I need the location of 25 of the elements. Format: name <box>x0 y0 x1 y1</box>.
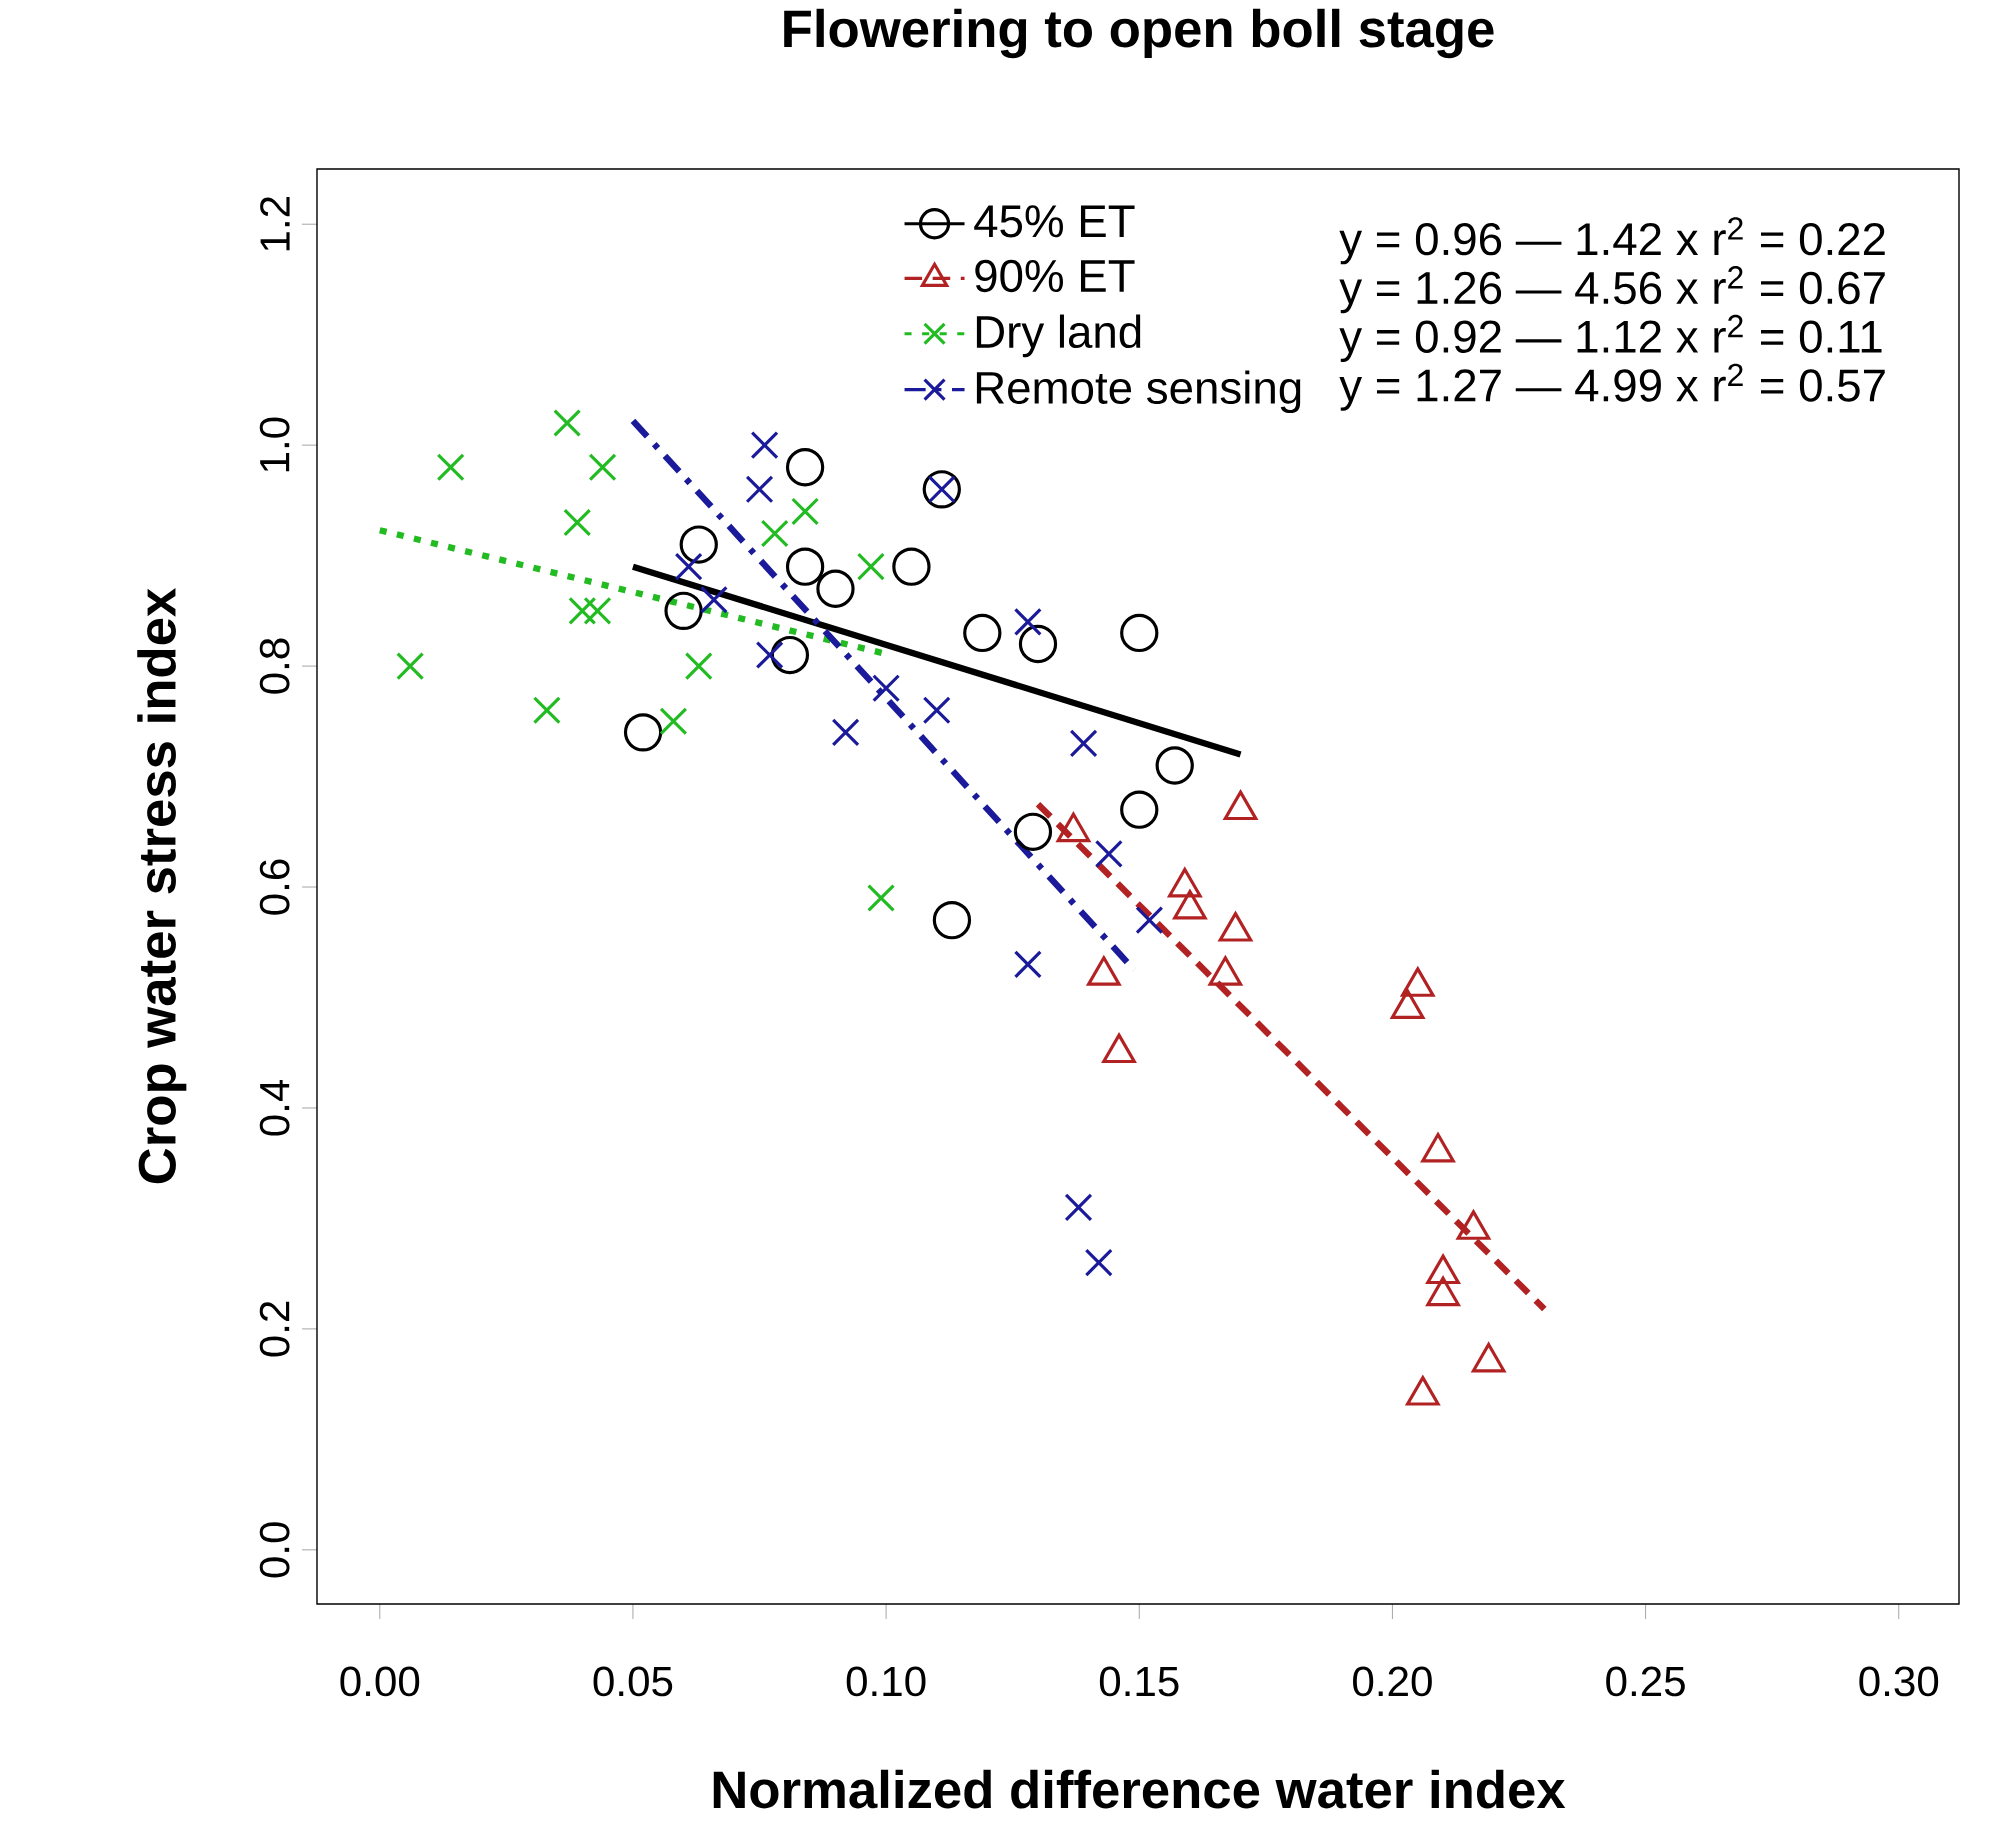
y-tick-label: 0.4 <box>259 1079 290 1136</box>
legend-label: 90% ET <box>975 259 1135 293</box>
x-tick-label: 0.15 <box>1099 1666 1179 1697</box>
x-tick-label: 0.00 <box>340 1666 420 1697</box>
x-tick-label: 0.05 <box>593 1666 673 1697</box>
annotation: y = 1.27 — 4.99 x r$^{2}$ = 0.57 <box>1339 363 1885 411</box>
y-tick-label: 1.0 <box>259 417 290 472</box>
y-tick-label: 1.2 <box>260 197 290 251</box>
y-axis-title: Crop water stress index <box>137 588 187 1184</box>
x-tick-label: 0.25 <box>1606 1666 1685 1697</box>
legend-label: 45% ET <box>974 205 1135 238</box>
y-tick-label: 0.0 <box>259 1522 290 1578</box>
chart-title: Flowering to open boll stage <box>784 8 1494 59</box>
y-tick-label: 0.8 <box>259 638 290 694</box>
x-tick-label: 0.30 <box>1859 1666 1939 1697</box>
annotation: y = 0.92 — 1.12 x r$^{2}$ = 0.11 <box>1339 314 1882 362</box>
x-tick-label: 0.10 <box>846 1666 926 1697</box>
x-tick-label: 0.20 <box>1353 1666 1432 1697</box>
y-tick-label: 0.6 <box>259 859 290 915</box>
annotation: y = 1.26 — 4.56 x r$^{2}$ = 0.67 <box>1339 266 1885 314</box>
legend-label: Remote sensing <box>976 370 1301 414</box>
x-axis-title: Normalized difference water index <box>713 1769 1566 1809</box>
annotation: y = 0.96 — 1.42 x r$^{2}$ = 0.22 <box>1339 217 1885 265</box>
y-tick-label: 0.2 <box>259 1301 290 1357</box>
legend-label: Dry land <box>976 314 1141 358</box>
